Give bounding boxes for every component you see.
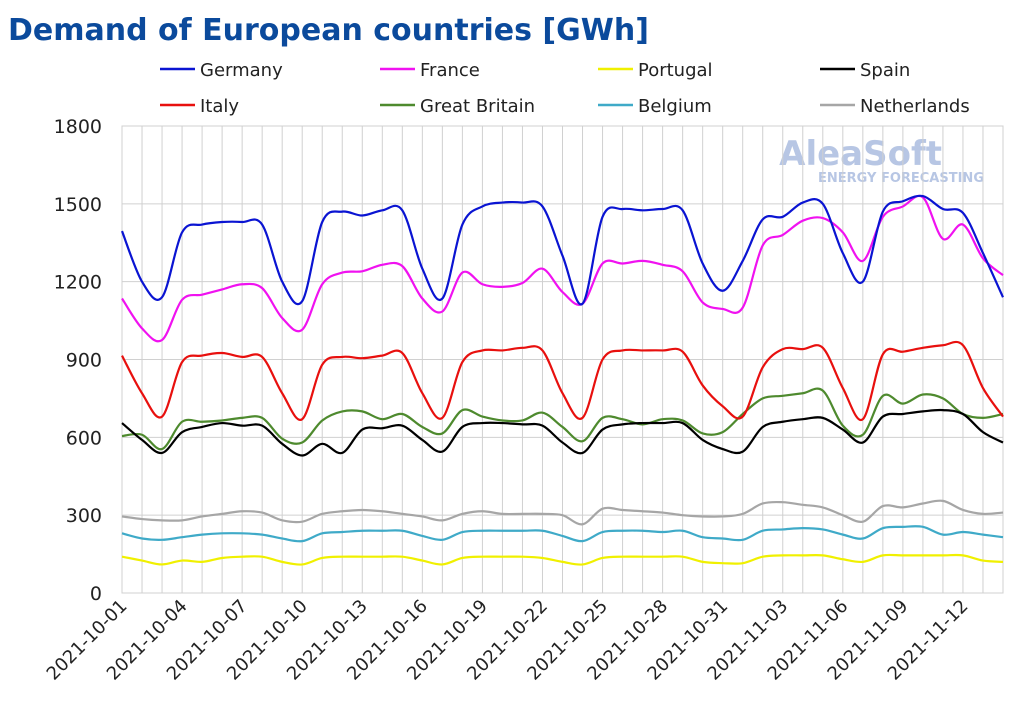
legend-label: Italy (200, 96, 239, 117)
series-line (121, 408, 1004, 457)
y-tick-label: 1500 (54, 194, 102, 216)
chart-title: Demand of European countries [GWh] (8, 13, 649, 48)
y-tick-label: 600 (66, 427, 102, 449)
legend-label: France (420, 60, 480, 81)
legend-label: Germany (200, 60, 283, 81)
y-tick-label: 1200 (54, 272, 102, 294)
legend-label: Netherlands (860, 96, 970, 117)
y-tick-label: 900 (66, 350, 102, 372)
y-tick-label: 1800 (54, 116, 102, 138)
legend-label: Great Britain (420, 96, 535, 117)
series-line (121, 499, 1004, 526)
series-line (121, 387, 1004, 451)
series-line (121, 525, 1004, 543)
legend-label: Belgium (638, 96, 712, 117)
legend-label: Spain (860, 60, 910, 81)
series-line (121, 194, 1004, 343)
y-tick-label: 0 (90, 583, 102, 605)
plot-border (121, 125, 1004, 594)
legend-label: Portugal (638, 60, 713, 81)
series-line (121, 340, 1004, 422)
y-tick-label: 300 (66, 505, 102, 527)
series-line (121, 553, 1004, 566)
watermark: AleaSoft (779, 134, 942, 174)
series-line (120, 194, 1005, 306)
